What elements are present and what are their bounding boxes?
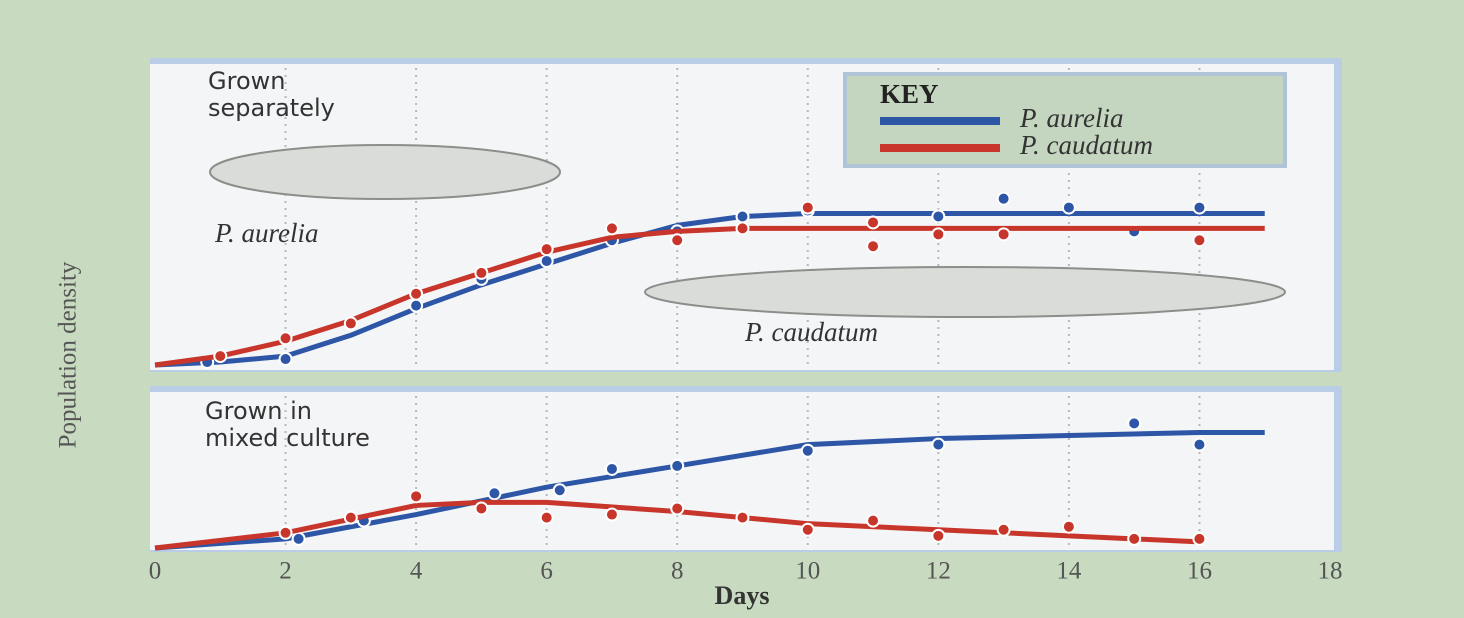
x-tick-label: 6 — [540, 558, 553, 585]
data-point — [1128, 417, 1140, 429]
data-point — [475, 267, 487, 279]
data-point — [998, 228, 1010, 240]
data-point — [932, 439, 944, 451]
data-point — [1193, 533, 1205, 545]
data-point — [932, 211, 944, 223]
data-point — [488, 487, 500, 499]
data-point — [671, 460, 683, 472]
x-tick-label: 10 — [795, 558, 820, 585]
y-axis-label: Population density — [55, 261, 82, 448]
legend-swatch — [880, 117, 1000, 125]
data-point — [867, 515, 879, 527]
legend-label: P. caudatum — [1019, 130, 1153, 160]
data-point — [541, 512, 553, 524]
data-point — [280, 527, 292, 539]
data-point — [1063, 521, 1075, 533]
data-point — [280, 332, 292, 344]
data-point — [1193, 202, 1205, 214]
data-point — [606, 222, 618, 234]
data-point — [554, 484, 566, 496]
data-point — [802, 445, 814, 457]
data-point — [214, 350, 226, 362]
panel-title: Grown in mixed culture — [205, 398, 377, 452]
data-point — [1063, 202, 1075, 214]
data-point — [280, 353, 292, 365]
data-point — [606, 463, 618, 475]
data-point — [737, 222, 749, 234]
x-axis-label: Days — [715, 581, 770, 610]
data-point — [737, 512, 749, 524]
data-point — [998, 193, 1010, 205]
data-point — [410, 288, 422, 300]
data-point — [293, 533, 305, 545]
legend-label: P. aurelia — [1019, 103, 1124, 133]
data-point — [998, 524, 1010, 536]
page: {"chart_data": [ {"type": "scatter-fit",… — [0, 0, 1464, 618]
data-point — [345, 512, 357, 524]
data-point — [671, 234, 683, 246]
x-tick-label: 8 — [671, 558, 684, 585]
illustration — [645, 267, 1285, 317]
data-point — [475, 502, 487, 514]
x-tick-label: 0 — [149, 558, 162, 585]
data-point — [606, 509, 618, 521]
data-point — [410, 490, 422, 502]
data-point — [541, 243, 553, 255]
panel-title: Grown separately — [208, 68, 398, 122]
annotation: P. caudatum — [744, 317, 878, 347]
legend-swatch — [880, 144, 1000, 152]
data-point — [410, 300, 422, 312]
data-point — [932, 530, 944, 542]
data-point — [737, 211, 749, 223]
data-point — [802, 524, 814, 536]
annotation: P. aurelia — [214, 218, 319, 248]
illustration — [210, 145, 560, 199]
x-tick-label: 4 — [410, 558, 423, 585]
data-point — [932, 228, 944, 240]
data-point — [541, 255, 553, 267]
data-point — [1193, 439, 1205, 451]
data-point — [671, 502, 683, 514]
data-point — [802, 202, 814, 214]
data-point — [867, 216, 879, 228]
data-point — [1128, 533, 1140, 545]
x-tick-label: 2 — [279, 558, 292, 585]
x-tick-label: 18 — [1318, 558, 1343, 585]
legend-title: KEY — [880, 79, 939, 109]
x-tick-label: 14 — [1056, 558, 1082, 585]
data-point — [867, 240, 879, 252]
data-point — [345, 317, 357, 329]
x-tick-label: 12 — [926, 558, 951, 585]
data-point — [1193, 234, 1205, 246]
x-tick-label: 16 — [1187, 558, 1212, 585]
